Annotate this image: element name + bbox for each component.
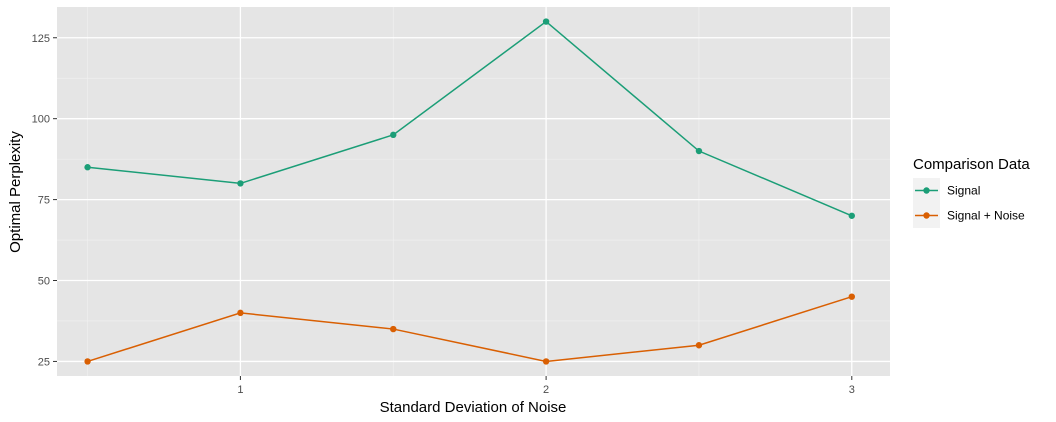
y-tick-label: 100 bbox=[32, 114, 50, 126]
x-axis-title: Standard Deviation of Noise bbox=[380, 399, 567, 416]
data-point bbox=[695, 147, 703, 155]
axis-ticks bbox=[53, 37, 853, 380]
data-point bbox=[848, 212, 855, 219]
legend-key-point bbox=[923, 187, 930, 194]
legend-label: Signal bbox=[947, 184, 980, 198]
x-axis-tick-labels: 1 2 3 bbox=[237, 384, 855, 396]
data-point bbox=[84, 164, 91, 171]
legend-label: Signal + Noise bbox=[947, 209, 1025, 223]
y-tick-label: 125 bbox=[32, 33, 50, 45]
minor-gridlines bbox=[57, 7, 890, 376]
y-axis-tick-labels: 25 50 75 100 125 bbox=[32, 33, 50, 369]
legend: Comparison Data Signal Signal + Noise bbox=[913, 156, 1030, 228]
data-point bbox=[848, 293, 855, 300]
series-layer bbox=[84, 18, 855, 365]
x-tick-label: 3 bbox=[849, 384, 855, 396]
data-point bbox=[542, 358, 550, 365]
series-line-0 bbox=[87, 20, 853, 217]
data-point bbox=[237, 180, 244, 187]
x-tick-label: 1 bbox=[237, 384, 243, 396]
x-tick-label: 2 bbox=[543, 384, 549, 396]
data-point bbox=[84, 358, 91, 365]
y-axis-title: Optimal Perplexity bbox=[7, 131, 24, 253]
y-tick-label: 25 bbox=[38, 356, 50, 368]
y-tick-label: 75 bbox=[38, 195, 50, 207]
legend-keys: Signal Signal + Noise bbox=[913, 178, 1025, 228]
series-line-1 bbox=[87, 295, 853, 363]
y-tick-label: 50 bbox=[38, 276, 50, 288]
legend-key-point bbox=[923, 212, 930, 219]
data-point bbox=[237, 309, 244, 317]
legend-title: Comparison Data bbox=[913, 156, 1030, 173]
data-point bbox=[542, 18, 550, 25]
data-point bbox=[390, 131, 397, 139]
data-point bbox=[695, 342, 703, 349]
data-point bbox=[390, 325, 397, 333]
panel-background bbox=[57, 7, 890, 376]
